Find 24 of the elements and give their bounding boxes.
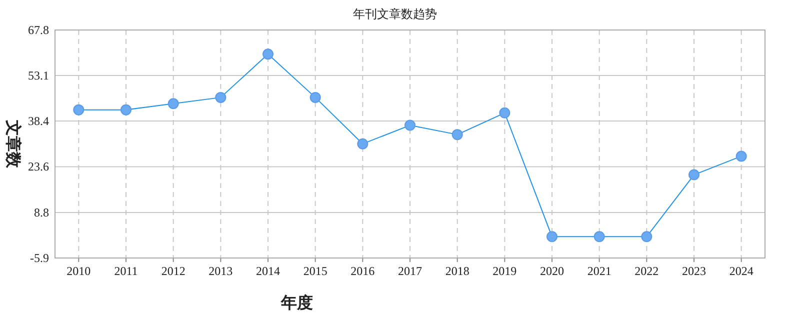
x-tick-label: 2023 xyxy=(682,264,706,278)
chart-title: 年刊文章数趋势 xyxy=(353,7,437,21)
y-tick-label: 8.8 xyxy=(34,206,49,220)
x-tick-label: 2022 xyxy=(634,264,659,278)
x-tick-label: 2018 xyxy=(445,264,470,278)
x-axis-title: 年度 xyxy=(280,293,313,312)
x-tick-label: 2010 xyxy=(66,264,91,278)
x-tick-label: 2016 xyxy=(350,264,375,278)
y-tick-label: 53.1 xyxy=(28,68,49,82)
x-tick-label: 2014 xyxy=(256,264,280,278)
y-tick-label: 67.8 xyxy=(28,23,49,37)
x-tick-label: 2019 xyxy=(492,264,517,278)
x-tick-label: 2012 xyxy=(161,264,186,278)
x-tick-label: 2015 xyxy=(303,264,328,278)
x-tick-label: 2024 xyxy=(729,264,754,278)
y-tick-label: -5.9 xyxy=(30,251,49,265)
x-tick-label: 2021 xyxy=(587,264,612,278)
x-tick-label: 2020 xyxy=(540,264,564,278)
x-tick-label: 2017 xyxy=(398,264,422,278)
x-tick-label: 2011 xyxy=(114,264,138,278)
x-tick-label: 2013 xyxy=(208,264,233,278)
y-tick-label: 38.4 xyxy=(28,114,49,128)
y-tick-label: 23.6 xyxy=(28,160,49,174)
y-axis-title: 文章数 xyxy=(4,119,22,169)
